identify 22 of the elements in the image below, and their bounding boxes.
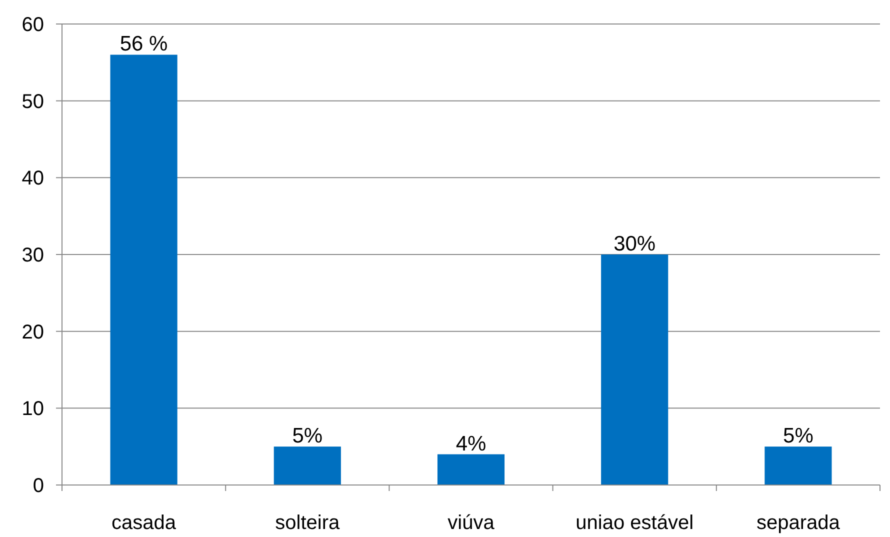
x-tick-label: solteira xyxy=(275,512,341,534)
x-tick-label: uniao estável xyxy=(576,512,694,534)
bar xyxy=(110,54,178,485)
data-label: 4% xyxy=(456,432,486,456)
x-tick-label: separada xyxy=(756,512,841,534)
bar xyxy=(764,446,832,485)
bar xyxy=(601,254,668,485)
bar xyxy=(274,446,341,485)
data-label: 56 % xyxy=(120,32,168,56)
y-tick-label: 40 xyxy=(22,168,44,190)
y-tick-label: 30 xyxy=(22,244,44,266)
y-tick-label: 10 xyxy=(22,398,44,420)
data-label: 30% xyxy=(614,232,656,256)
data-label: 5% xyxy=(292,424,323,448)
bar xyxy=(437,454,505,485)
y-tick-label: 60 xyxy=(22,14,44,36)
y-tick-label: 50 xyxy=(22,90,44,113)
data-label: 5% xyxy=(783,424,814,448)
x-tick-label: casada xyxy=(112,512,177,534)
y-tick-label: 0 xyxy=(32,475,44,497)
y-tick-label: 20 xyxy=(22,321,44,344)
x-tick-label: viúva xyxy=(448,512,496,534)
